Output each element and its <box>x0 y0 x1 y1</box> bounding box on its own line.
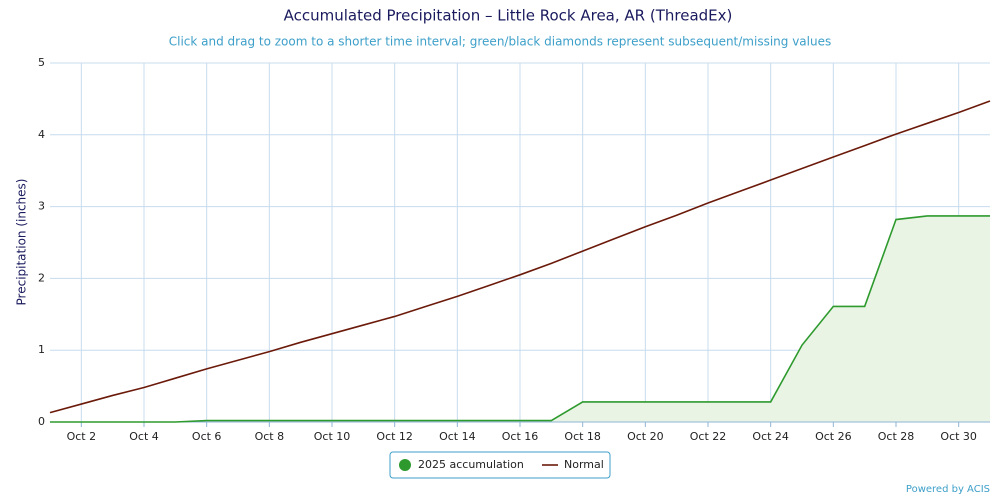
x-tick-label: Oct 28 <box>878 430 915 443</box>
series-line <box>50 215 990 423</box>
y-tick-label: 5 <box>38 56 45 69</box>
y-tick-label: 4 <box>38 128 45 141</box>
x-tick-label: Oct 22 <box>690 430 727 443</box>
area <box>50 215 990 422</box>
x-tick-label: Oct 20 <box>627 430 664 443</box>
x-tick-label: Oct 12 <box>376 430 413 443</box>
legend-swatch <box>399 459 411 471</box>
y-axis-label: Precipitation (inches) <box>15 179 29 306</box>
x-tick-label: Oct 16 <box>502 430 539 443</box>
legend-box <box>389 451 611 479</box>
legend: 2025 accumulation Normal <box>389 451 611 479</box>
legend-label: 2025 accumulation <box>418 458 524 471</box>
chart-title: Accumulated Precipitation – Little Rock … <box>284 7 733 25</box>
x-tick-label: Oct 24 <box>752 430 789 443</box>
credit: Powered by ACIS <box>906 484 990 495</box>
x-tick-label: Oct 18 <box>564 430 601 443</box>
chart-subtitle: Click and drag to zoom to a shorter time… <box>169 35 831 49</box>
x-tick-label: Oct 10 <box>314 430 351 443</box>
x-tick-label: Oct 8 <box>255 430 285 443</box>
y-tick-label: 1 <box>38 343 45 356</box>
y-tick-label: 3 <box>38 200 45 213</box>
x-tick-label: Oct 30 <box>940 430 977 443</box>
legend-label: Normal <box>564 458 604 471</box>
y-tick-label: 0 <box>38 415 45 428</box>
x-tick-label: Oct 14 <box>439 430 476 443</box>
x-tick-label: Oct 6 <box>192 430 222 443</box>
x-tick-label: Oct 2 <box>67 430 97 443</box>
series-line <box>49 100 991 414</box>
x-tick-label: Oct 4 <box>129 430 159 443</box>
x-tick-label: Oct 26 <box>815 430 852 443</box>
y-tick-label: 2 <box>38 271 45 284</box>
